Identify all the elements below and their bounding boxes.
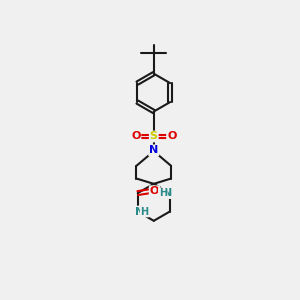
Text: O: O bbox=[150, 186, 159, 196]
Text: O: O bbox=[167, 131, 176, 142]
Text: N: N bbox=[135, 207, 145, 217]
Text: N: N bbox=[163, 188, 172, 198]
Text: H: H bbox=[159, 188, 167, 198]
Text: S: S bbox=[150, 131, 158, 142]
Text: H: H bbox=[141, 207, 149, 217]
Text: O: O bbox=[131, 131, 140, 142]
Text: N: N bbox=[149, 145, 158, 155]
